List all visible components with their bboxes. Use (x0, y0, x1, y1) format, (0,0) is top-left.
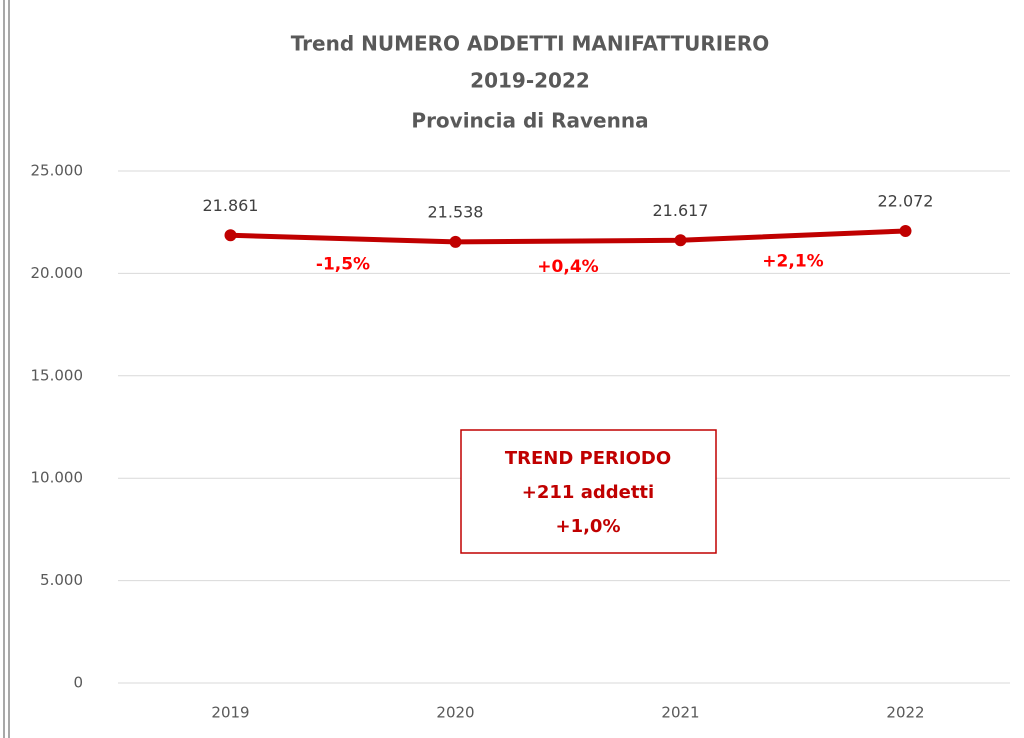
annotation: +2,1% (762, 252, 823, 272)
annotation: +0,4% (537, 257, 598, 277)
x-tick-label: 2019 (211, 704, 249, 722)
annotation: -1,5% (316, 255, 370, 275)
summary-text: +211 addetti (522, 482, 654, 503)
data-point (449, 235, 462, 248)
y-tick-label: 25.000 (31, 162, 84, 180)
chart-title: 2019-2022 (470, 69, 590, 93)
data-label: 21.538 (428, 202, 484, 221)
chart-title: Trend NUMERO ADDETTI MANIFATTURIERO (291, 32, 770, 56)
x-tick-label: 2020 (436, 704, 474, 722)
y-tick-label: 20.000 (31, 264, 84, 282)
x-tick-label: 2022 (886, 704, 924, 722)
data-line (228, 228, 908, 245)
y-tick-label: 0 (73, 674, 83, 692)
summary-box (460, 429, 717, 554)
y-tick-label: 5.000 (40, 571, 83, 589)
summary-text: TREND PERIODO (505, 448, 671, 469)
y-tick-label: 15.000 (31, 366, 84, 384)
data-point (674, 234, 687, 247)
chart-title: Provincia di Ravenna (411, 109, 648, 133)
data-point (224, 229, 237, 242)
data-label: 22.072 (878, 191, 934, 210)
data-label: 21.617 (653, 201, 709, 220)
data-point (899, 224, 912, 237)
x-tick-label: 2021 (661, 704, 699, 722)
summary-text: +1,0% (555, 516, 620, 537)
y-tick-label: 10.000 (31, 469, 84, 487)
data-label: 21.861 (203, 196, 259, 215)
